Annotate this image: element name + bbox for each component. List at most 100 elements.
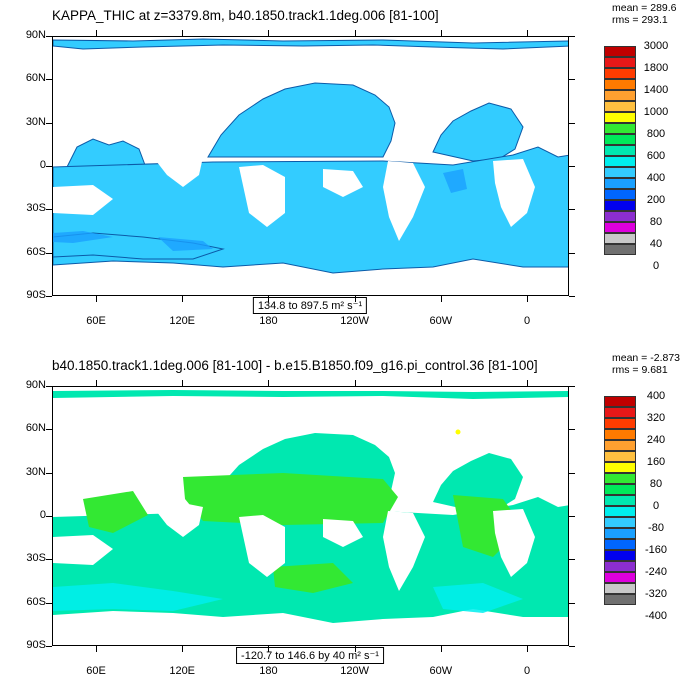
colorbar-swatch (604, 123, 636, 134)
colorbar-swatch (604, 145, 636, 156)
colorbar-swatch (604, 583, 636, 594)
x-tick-label: 60W (429, 665, 453, 677)
y-tick-mark (569, 472, 575, 474)
y-tick-mark (46, 209, 52, 211)
colorbar-label: 200 (646, 194, 666, 206)
x-tick-mark (182, 296, 184, 302)
colorbar-label: -80 (648, 522, 664, 534)
colorbar-swatch (604, 90, 636, 101)
colorbar-swatch (604, 594, 636, 605)
colorbar-swatch (604, 407, 636, 418)
colorbar-swatch (604, 79, 636, 90)
y-tick-label: 30N (25, 465, 46, 478)
range-label: 134.8 to 897.5 m² s⁻¹ (252, 297, 368, 314)
x-tick-mark (354, 380, 356, 386)
colorbar-swatch (604, 156, 636, 167)
y-tick-mark (46, 386, 52, 387)
colorbar-label: 3000 (643, 40, 669, 52)
colorbar-label: -400 (644, 610, 668, 622)
colorbar-swatch (604, 572, 636, 583)
x-tick-mark (354, 296, 356, 302)
colorbar-swatch (604, 528, 636, 539)
y-tick-label: 60N (25, 72, 46, 85)
y-tick-label: 90N (25, 379, 46, 391)
y-tick-label: 0 (39, 509, 46, 521)
colorbar-swatch (604, 200, 636, 211)
y-tick-mark (569, 429, 575, 431)
colorbar-label: -320 (644, 588, 668, 600)
y-tick-mark (46, 646, 52, 647)
y-tick-label: 30S (26, 552, 46, 565)
y-tick-mark (46, 122, 52, 124)
colorbar-label: -240 (644, 566, 668, 578)
colorbar-swatch (604, 550, 636, 561)
x-tick-label: 120E (169, 315, 196, 327)
rms-value: rms = 9.681 (612, 364, 668, 376)
colorbar-label: 400 (646, 390, 666, 402)
y-tick-label: 30N (25, 115, 46, 128)
colorbar-swatch (604, 440, 636, 451)
x-tick-mark (440, 380, 442, 386)
colorbar-swatch (604, 134, 636, 145)
y-tick-mark (46, 296, 52, 297)
colorbar-swatch (604, 506, 636, 517)
y-tick-mark (46, 602, 52, 604)
x-tick-mark (527, 380, 528, 386)
colorbar-swatch (604, 429, 636, 440)
colorbar-label: 1000 (643, 106, 669, 118)
y-tick-mark (46, 79, 52, 81)
y-tick-mark (569, 79, 575, 81)
range-label: -120.7 to 146.6 by 40 m² s⁻¹ (236, 647, 384, 664)
x-tick-label: 0 (523, 665, 531, 677)
x-tick-label: 60W (429, 315, 453, 327)
colorbar-swatch (604, 68, 636, 79)
x-tick-mark (182, 646, 184, 652)
colorbar-swatch (604, 178, 636, 189)
x-tick-label: 180 (259, 665, 278, 677)
y-tick-label: 60S (26, 245, 46, 258)
y-tick-mark (569, 122, 575, 124)
x-tick-mark (268, 30, 270, 36)
y-tick-label: 0 (39, 159, 46, 171)
x-tick-mark (182, 30, 184, 36)
colorbar-swatch (604, 244, 636, 255)
x-tick-mark (440, 646, 442, 652)
x-tick-label: 120W (340, 315, 369, 327)
x-tick-label: 180 (259, 315, 278, 327)
colorbar-label: 400 (646, 172, 666, 184)
y-tick-mark (569, 36, 575, 37)
map-plot (52, 36, 569, 296)
colorbar-swatch (604, 112, 636, 123)
colorbar-swatch (604, 189, 636, 200)
colorbar-swatch (604, 396, 636, 407)
x-tick-mark (268, 646, 270, 652)
y-tick-mark (569, 646, 575, 647)
x-tick-label: 120W (340, 665, 369, 677)
colorbar-swatch (604, 473, 636, 484)
colorbar-label: 600 (646, 150, 666, 162)
y-tick-mark (46, 429, 52, 431)
y-tick-label: 60N (25, 422, 46, 435)
mean-value: mean = 289.6 (612, 2, 677, 14)
x-tick-mark (96, 296, 97, 302)
colorbar-swatch (604, 46, 636, 57)
colorbar-label: 1400 (643, 84, 669, 96)
colorbar-label: 1800 (643, 62, 669, 74)
x-tick-label: 120E (169, 665, 196, 677)
x-tick-label: 0 (523, 315, 531, 327)
colorbar-label: -160 (644, 544, 668, 556)
x-tick-mark (96, 30, 97, 36)
ocean-field-map (53, 38, 568, 274)
x-tick-mark (440, 296, 442, 302)
stats-box: mean = 289.6 rms = 293.1 (612, 2, 677, 26)
y-tick-mark (46, 516, 52, 517)
y-tick-mark (569, 252, 575, 254)
x-tick-label: 60E (86, 665, 106, 677)
colorbar-label: 240 (646, 434, 666, 446)
y-tick-label: 30S (26, 202, 46, 215)
colorbar-label: 0 (652, 260, 660, 272)
colorbar-swatch (604, 211, 636, 222)
colorbar-swatch (604, 495, 636, 506)
colorbar-label: 0 (652, 500, 660, 512)
y-tick-label: 90S (26, 639, 46, 651)
